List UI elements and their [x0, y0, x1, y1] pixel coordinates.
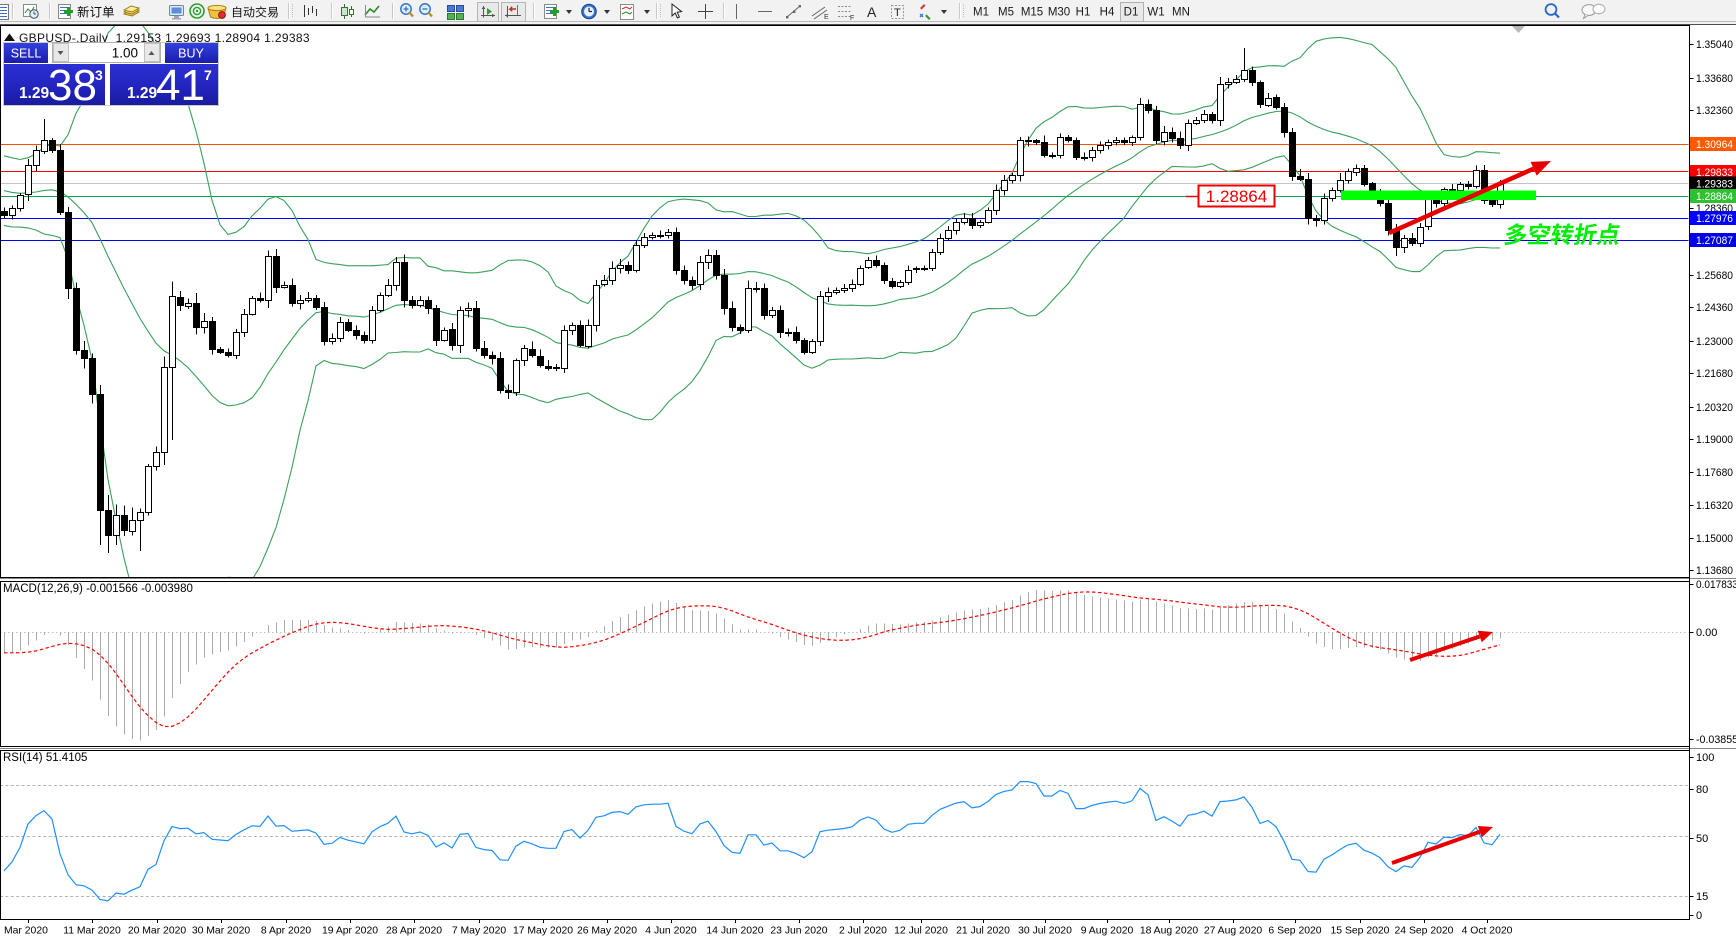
svg-text:30 Mar 2020: 30 Mar 2020 [192, 926, 251, 937]
svg-text:15 Sep 2020: 15 Sep 2020 [1331, 926, 1390, 937]
svg-text:24 Sep 2020: 24 Sep 2020 [1395, 926, 1454, 937]
svg-text:50: 50 [1696, 833, 1708, 845]
svg-text:0.017833: 0.017833 [1696, 579, 1736, 591]
svg-text:Mar 2020: Mar 2020 [4, 926, 48, 937]
svg-text:27 Aug 2020: 27 Aug 2020 [1204, 926, 1263, 937]
svg-text:1.25680: 1.25680 [1696, 270, 1733, 282]
svg-text:1.27976: 1.27976 [1696, 213, 1733, 225]
svg-text:M30: M30 [1048, 7, 1070, 19]
svg-text:1.00: 1.00 [112, 46, 138, 61]
svg-text:1.23000: 1.23000 [1696, 336, 1733, 348]
svg-text:26 May 2020: 26 May 2020 [577, 926, 637, 937]
svg-text:1.35040: 1.35040 [1696, 39, 1733, 51]
svg-text:E: E [824, 14, 829, 21]
svg-text:0: 0 [1696, 910, 1702, 922]
svg-text:38: 38 [48, 61, 97, 110]
svg-text:M1: M1 [973, 7, 989, 19]
svg-text:1.29: 1.29 [19, 85, 50, 102]
svg-text:6 Sep 2020: 6 Sep 2020 [1268, 926, 1321, 937]
svg-text:1.32360: 1.32360 [1696, 105, 1733, 117]
svg-text:0.00: 0.00 [1696, 627, 1717, 639]
svg-text:15: 15 [1696, 891, 1708, 903]
svg-text:1.24360: 1.24360 [1696, 302, 1733, 314]
svg-text:20 Mar 2020: 20 Mar 2020 [128, 926, 187, 937]
svg-text:W1: W1 [1147, 7, 1164, 19]
svg-text:21 Jul 2020: 21 Jul 2020 [956, 926, 1010, 937]
svg-text:1.15000: 1.15000 [1696, 533, 1733, 545]
svg-text:19 Apr 2020: 19 Apr 2020 [322, 926, 378, 937]
svg-text:M15: M15 [1021, 7, 1043, 19]
svg-text:18 Aug 2020: 18 Aug 2020 [1140, 926, 1199, 937]
svg-text:4 Jun 2020: 4 Jun 2020 [645, 926, 697, 937]
svg-text:1.29: 1.29 [127, 85, 158, 102]
svg-text:2 Jul 2020: 2 Jul 2020 [839, 926, 887, 937]
svg-text:1.28864: 1.28864 [1696, 191, 1733, 203]
svg-text:1.29383: 1.29383 [1696, 179, 1733, 191]
svg-text:H4: H4 [1100, 7, 1115, 19]
svg-text:F: F [850, 15, 854, 22]
svg-text:-0.038559: -0.038559 [1696, 734, 1736, 746]
svg-text:H1: H1 [1076, 7, 1091, 19]
svg-text:7 May 2020: 7 May 2020 [452, 926, 507, 937]
svg-text:1.17680: 1.17680 [1696, 467, 1733, 479]
svg-text:1.33680: 1.33680 [1696, 73, 1733, 85]
svg-text:3: 3 [95, 67, 103, 83]
svg-text:28 Apr 2020: 28 Apr 2020 [386, 926, 442, 937]
svg-text:4 Oct 2020: 4 Oct 2020 [1462, 926, 1513, 937]
svg-text:1.29833: 1.29833 [1696, 167, 1733, 179]
svg-text:1.13680: 1.13680 [1696, 565, 1733, 577]
svg-text:SELL: SELL [11, 47, 42, 61]
svg-text:MN: MN [1172, 7, 1190, 19]
svg-text:1.30964: 1.30964 [1696, 139, 1733, 151]
svg-text:D1: D1 [1124, 7, 1139, 19]
svg-text:11 Mar 2020: 11 Mar 2020 [63, 926, 121, 937]
svg-text:8 Apr 2020: 8 Apr 2020 [261, 926, 311, 937]
svg-text:41: 41 [156, 61, 205, 110]
svg-text:17 May 2020: 17 May 2020 [513, 926, 573, 937]
svg-text:80: 80 [1696, 784, 1708, 796]
svg-text:1.16320: 1.16320 [1696, 500, 1733, 512]
svg-text:14 Jun 2020: 14 Jun 2020 [706, 926, 763, 937]
svg-text:12 Jul 2020: 12 Jul 2020 [894, 926, 948, 937]
svg-text:23 Jun 2020: 23 Jun 2020 [770, 926, 827, 937]
svg-text:M5: M5 [998, 7, 1014, 19]
svg-text:100: 100 [1696, 752, 1714, 764]
svg-text:1.28864: 1.28864 [1206, 187, 1267, 206]
svg-text:7: 7 [204, 67, 212, 83]
svg-text:30 Jul 2020: 30 Jul 2020 [1018, 926, 1072, 937]
svg-text:BUY: BUY [178, 47, 204, 61]
svg-text:GBPUSD-,Daily 1.29153 1.29693: GBPUSD-,Daily 1.29153 1.29693 1.28904 1.… [19, 31, 310, 45]
svg-text:MACD(12,26,9) -0.001566 -0.003: MACD(12,26,9) -0.001566 -0.003980 [3, 583, 193, 595]
svg-text:RSI(14) 51.4105: RSI(14) 51.4105 [3, 752, 87, 764]
svg-text:1.19000: 1.19000 [1696, 434, 1733, 446]
svg-text:1.20320: 1.20320 [1696, 402, 1733, 414]
svg-text:1.21680: 1.21680 [1696, 368, 1733, 380]
svg-text:1.27087: 1.27087 [1696, 235, 1733, 247]
svg-text:9 Aug 2020: 9 Aug 2020 [1081, 926, 1134, 937]
svg-text:T: T [894, 7, 901, 19]
svg-text:A: A [867, 4, 877, 20]
